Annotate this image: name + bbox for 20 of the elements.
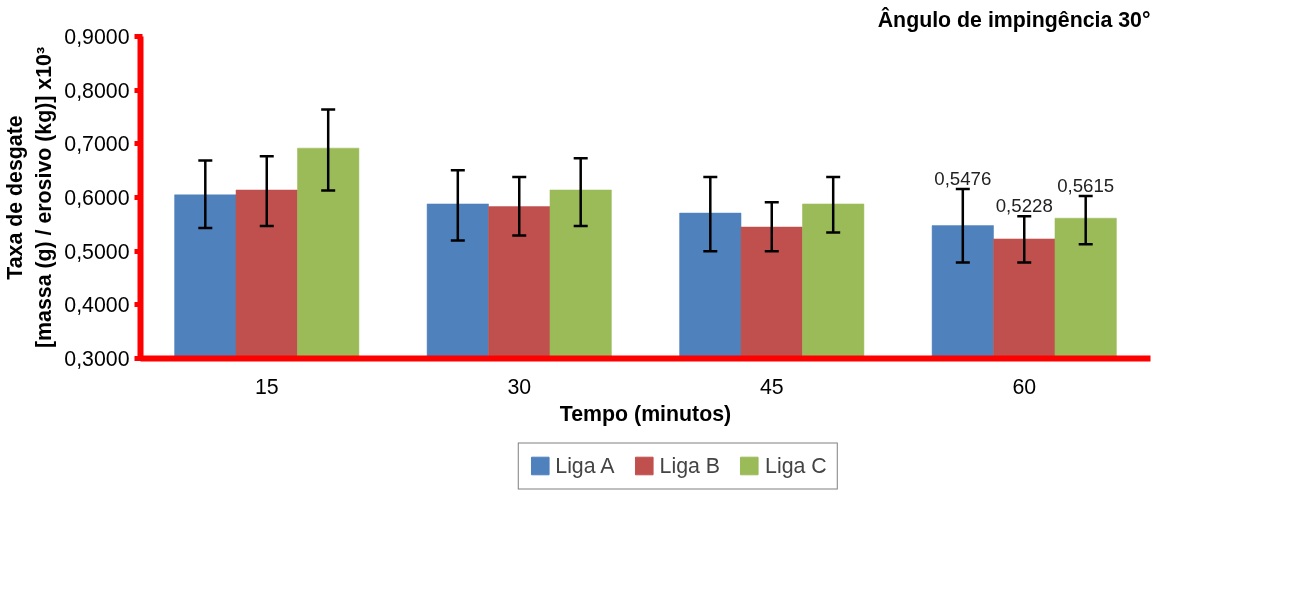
x-tick-label: 60 [1012,374,1037,399]
y-tick-label: 0,8000 [64,78,130,103]
chart-title: Ângulo de impingência 30° [877,6,1151,32]
y-axis-title: Taxa de desgate [massa (g) / erosivo (kg)] x10³ [3,46,57,349]
x-tick-label: 45 [759,374,784,399]
y-tick-label: 0,7000 [64,132,130,157]
y-tick-label: 0,6000 [64,186,130,210]
data-label: 0,5476 [934,167,992,189]
x-tick-label: 30 [507,374,532,399]
y-tick-label: 0,3000 [64,347,130,371]
legend-label: Liga A [555,453,615,478]
x-axis-title: Tempo (minutos) [559,401,732,426]
legend-label: Liga B [659,453,721,478]
legend-label: Liga C [765,453,827,478]
y-tick-label: 0,5000 [64,239,130,264]
x-tick-label: 15 [254,374,279,399]
data-label: 0,5228 [995,195,1053,217]
y-tick-label: 0,9000 [64,25,130,49]
data-label: 0,5615 [1057,174,1115,196]
y-tick-label: 0,4000 [64,293,130,318]
